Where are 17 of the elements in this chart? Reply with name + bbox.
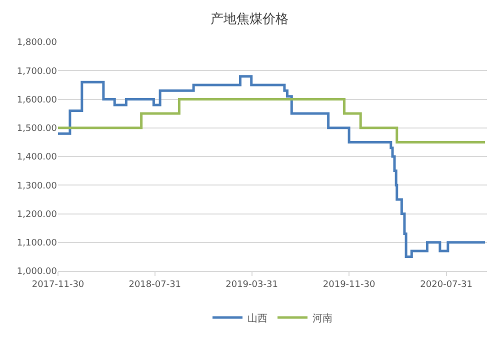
x-tick-label: 2018-07-31 (128, 280, 182, 290)
y-tick-label: 1,200.00 (16, 210, 58, 220)
y-tick-label: 1,700.00 (16, 66, 58, 77)
y-tick-label: 1,600.00 (16, 95, 58, 106)
x-tick-label: 2019-11-30 (322, 280, 376, 290)
x-tick-label: 2019-03-31 (226, 280, 278, 290)
y-tick-label: 1,500.00 (16, 124, 58, 134)
chart-title: 产地焦煤价格 (210, 12, 288, 27)
legend-label: 河南 (312, 312, 332, 324)
y-tick-label: 1,000.00 (16, 267, 58, 278)
y-tick-label: 1,300.00 (16, 181, 58, 192)
legend-label: 山西 (248, 312, 268, 324)
y-tick-label: 1,400.00 (16, 152, 58, 163)
x-tick-label: 2017-11-30 (32, 280, 84, 290)
y-tick-label: 1,100.00 (16, 238, 58, 249)
x-tick-label: 2020-07-31 (420, 280, 472, 290)
y-tick-label: 1,800.00 (16, 38, 58, 48)
